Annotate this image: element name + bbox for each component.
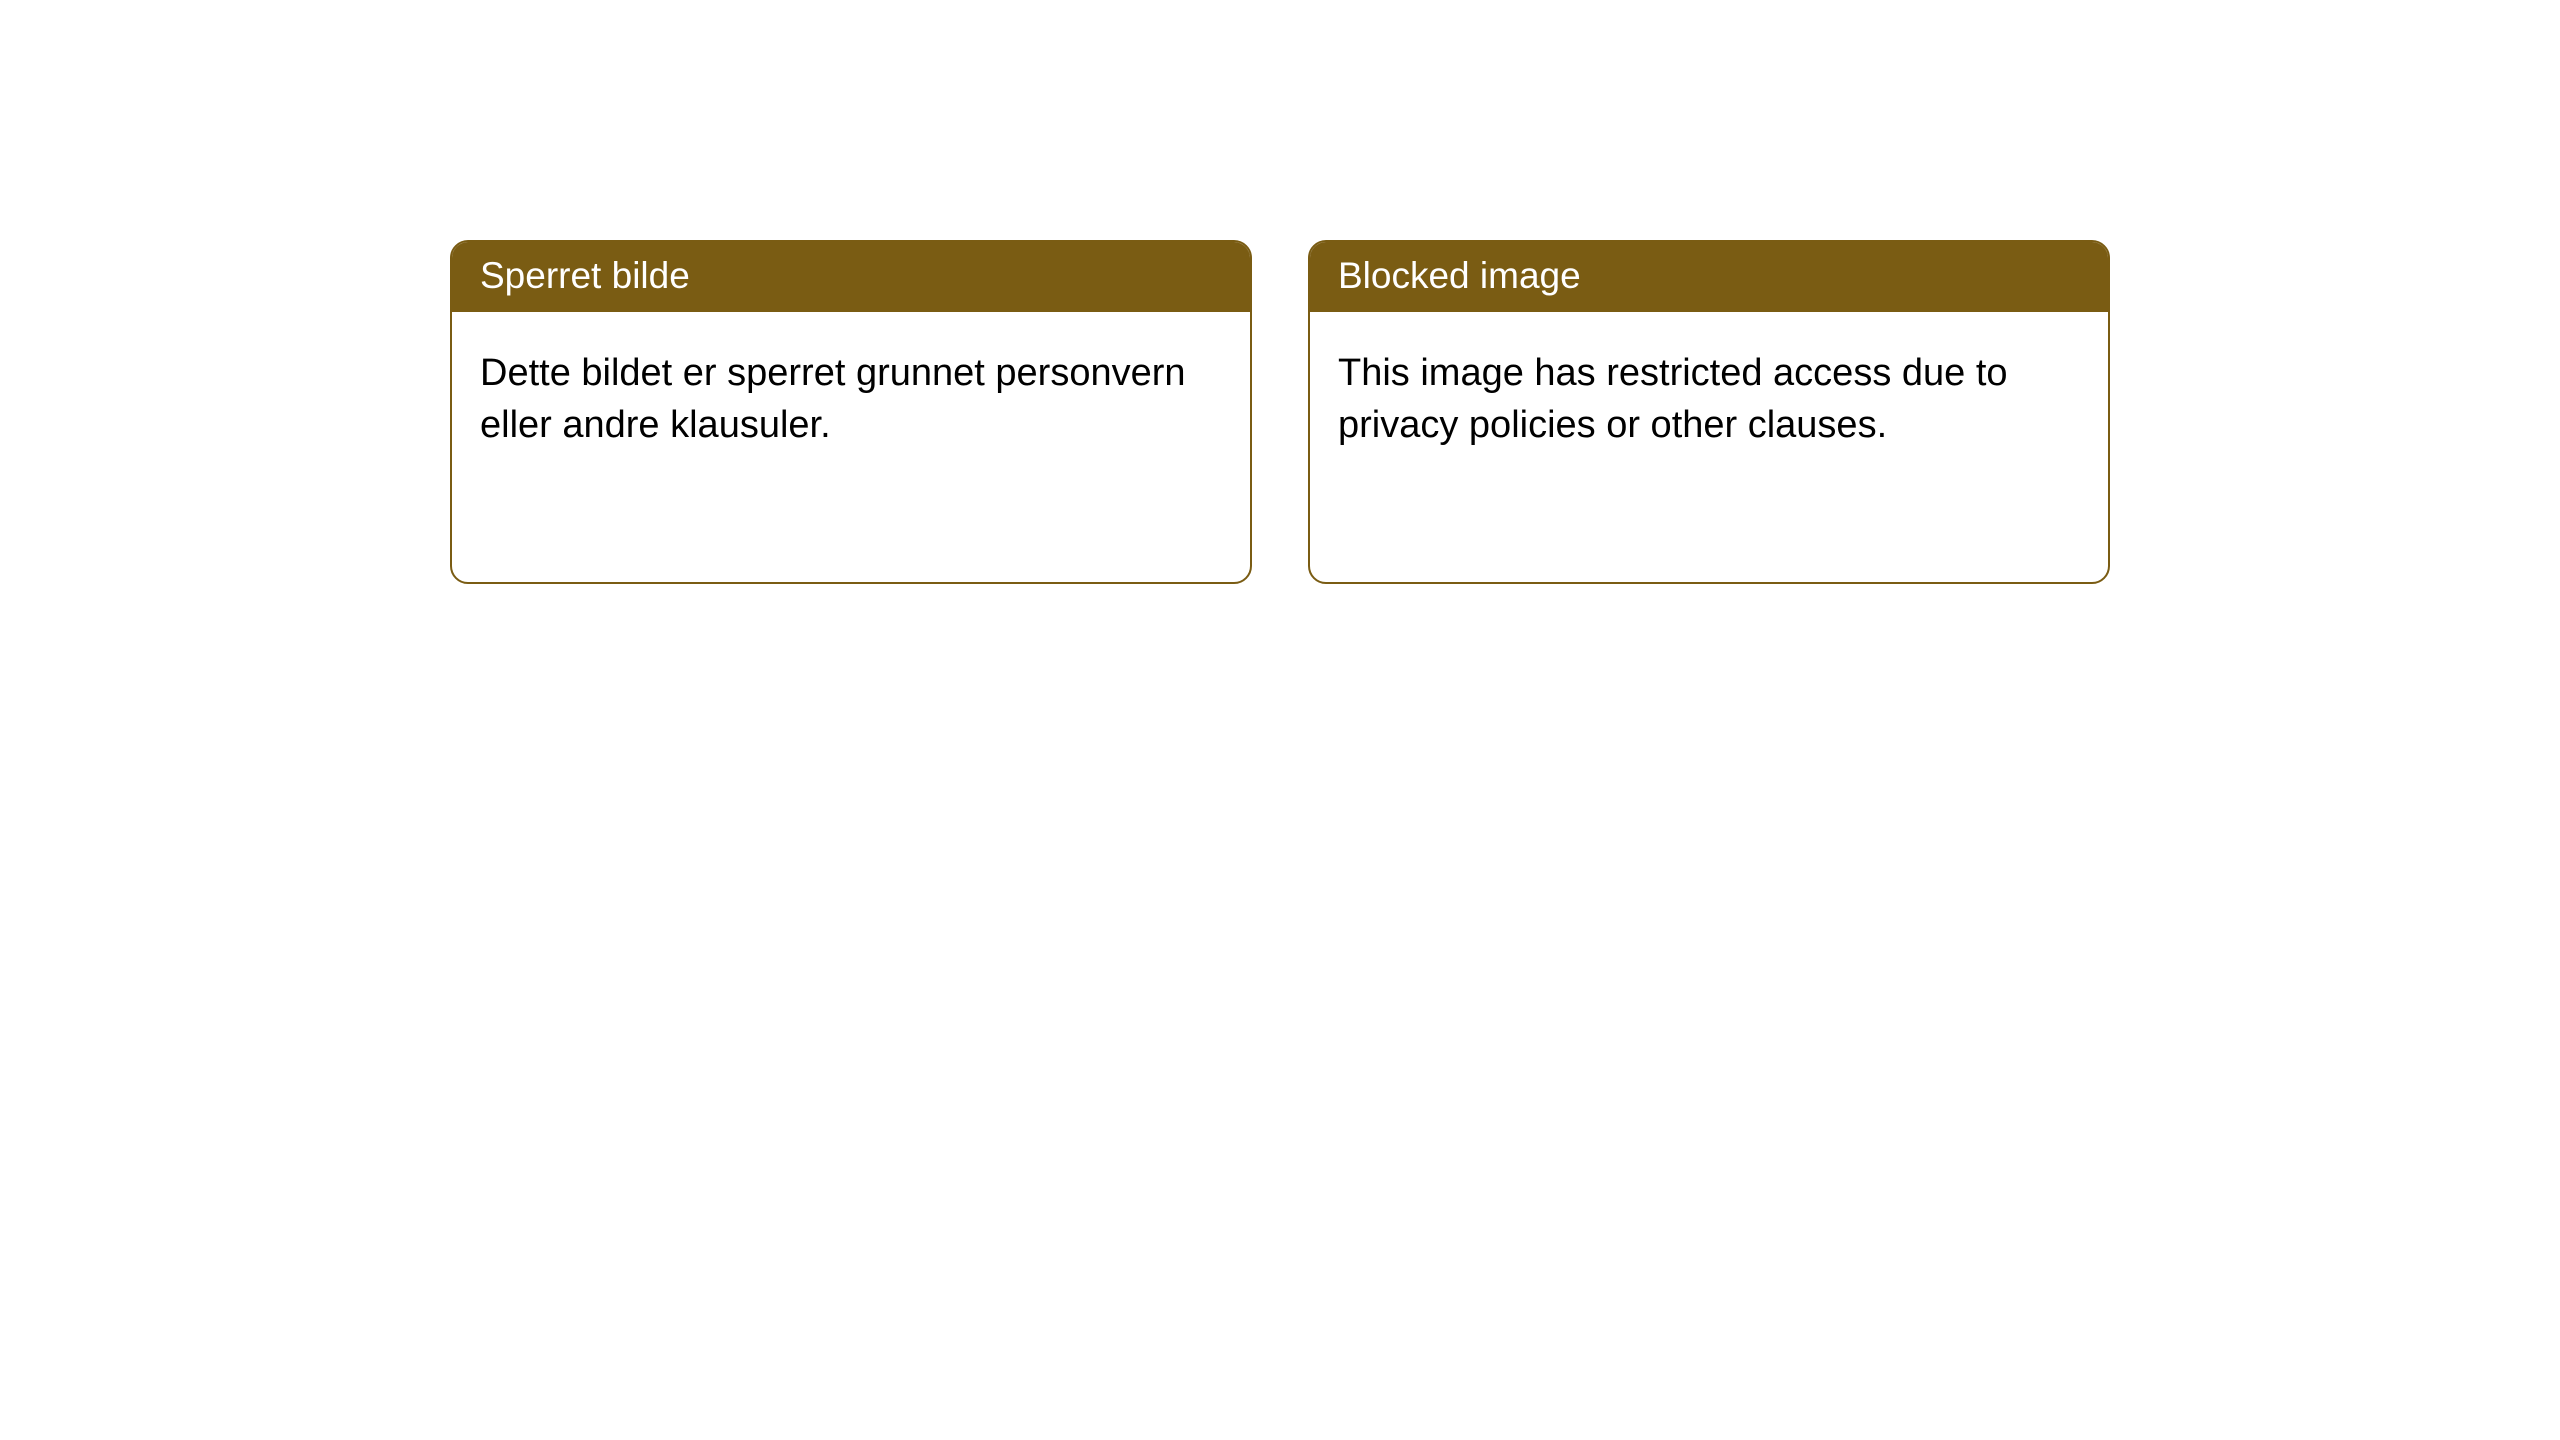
notice-card-english: Blocked image This image has restricted … — [1308, 240, 2110, 584]
notice-title-norwegian: Sperret bilde — [452, 242, 1250, 312]
notice-title-english: Blocked image — [1310, 242, 2108, 312]
notice-body-norwegian: Dette bildet er sperret grunnet personve… — [452, 312, 1250, 582]
notice-body-english: This image has restricted access due to … — [1310, 312, 2108, 582]
notice-container: Sperret bilde Dette bildet er sperret gr… — [0, 0, 2560, 584]
notice-card-norwegian: Sperret bilde Dette bildet er sperret gr… — [450, 240, 1252, 584]
